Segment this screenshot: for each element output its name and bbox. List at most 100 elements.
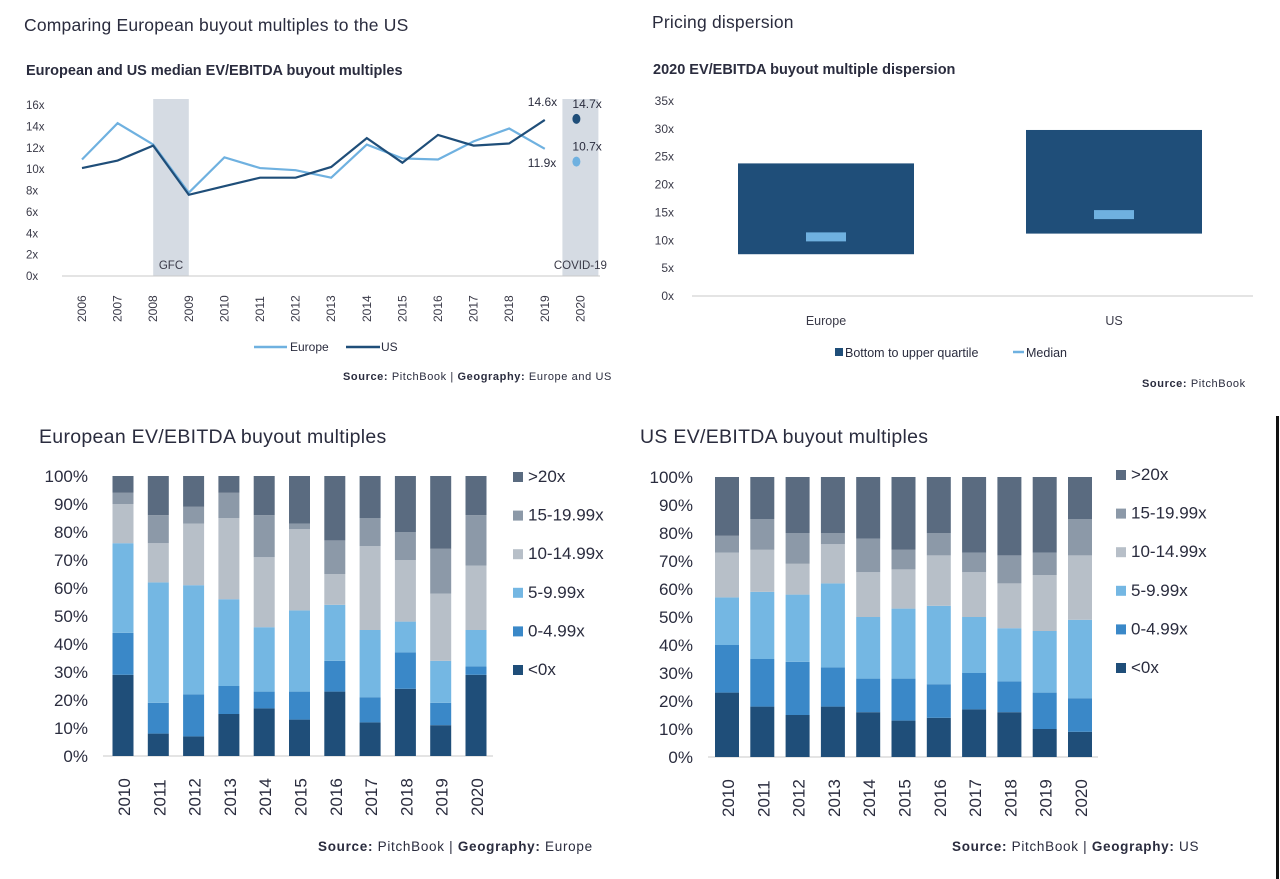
y-tick-label: 10x: [655, 233, 674, 247]
y-tick-label: 12x: [26, 143, 45, 155]
source-europe-stacked: Source: PitchBook | Geography: Europe: [318, 839, 593, 854]
legend-swatch: [513, 472, 523, 482]
x-tick-label: 2014: [860, 779, 879, 817]
bar-segment: [324, 574, 346, 605]
bar-segment: [750, 549, 775, 592]
bar-segment: [785, 661, 810, 715]
legend-label: <0x: [528, 660, 556, 679]
shaded-region-label: COVID-19: [554, 260, 607, 272]
y-tick-label: 100%: [45, 467, 88, 486]
legend-label-median: Median: [1026, 346, 1067, 360]
bar-segment: [183, 506, 205, 524]
bar-segment: [112, 632, 134, 675]
legend-swatch: [513, 665, 523, 675]
bar-segment: [218, 492, 240, 518]
legend-swatch: [513, 587, 523, 598]
bar-segment: [465, 565, 487, 630]
x-tick-label: 2016: [327, 778, 346, 816]
legend-label: <0x: [1131, 658, 1159, 677]
bar-segment: [430, 660, 452, 703]
legend-label: >20x: [528, 467, 566, 486]
bar-segment: [394, 532, 416, 560]
x-tick-label: 2011: [754, 780, 773, 817]
bar-segment: [218, 476, 240, 493]
bar-segment: [183, 476, 205, 507]
bar-segment: [359, 722, 381, 756]
bar-segment: [926, 477, 951, 533]
x-tick-label: 2016: [931, 779, 950, 817]
legend-label: 10-14.99x: [1131, 542, 1207, 561]
x-tick-label: 2010: [217, 295, 231, 322]
bar-segment: [856, 712, 881, 757]
bar-segment: [785, 477, 810, 533]
bar-segment: [997, 681, 1022, 713]
dispersion-chart: 35x 30x 25x 20x 15x 10x 5x 0x Europe US Bottom to …: [655, 94, 1253, 360]
x-tick-label: 2020: [573, 295, 587, 322]
bar-segment: [253, 691, 275, 709]
bar-segment: [856, 678, 881, 713]
y-tick-label: 80%: [659, 524, 693, 543]
bar-segment: [394, 621, 416, 653]
bar-segment: [430, 725, 452, 756]
bar-segment: [218, 686, 240, 714]
bar-segment: [926, 533, 951, 556]
panel-title-us-stacked: US EV/EBITDA buyout multiples: [640, 426, 929, 448]
legend-swatch: [513, 549, 523, 560]
bar-segment: [1032, 692, 1057, 729]
bar-segment: [394, 688, 416, 756]
legend-label: 5-9.99x: [1131, 581, 1188, 600]
bar-segment: [359, 476, 381, 518]
x-tick-label: 2011: [150, 779, 169, 816]
point-2020-us: [572, 113, 581, 124]
bar-segment: [430, 476, 452, 549]
legend-swatch: [513, 510, 523, 521]
y-tick-label: 25x: [655, 150, 674, 164]
bar-segment: [147, 476, 169, 516]
bar-segment: [926, 555, 951, 606]
x-tick-label: 2009: [182, 295, 196, 322]
bar-segment: [926, 605, 951, 685]
bar-segment: [962, 477, 987, 553]
right-edge-divider: [1276, 416, 1279, 879]
series-line-us: [81, 119, 546, 197]
panel-title-dispersion: Pricing dispersion: [652, 12, 794, 32]
bar-segment: [785, 594, 810, 662]
legend-swatch: [1116, 663, 1126, 673]
y-tick-label: 10%: [54, 719, 88, 738]
bar-segment: [253, 708, 275, 756]
bar-segment: [962, 572, 987, 617]
line-chart: GFC COVID-19 16x 14x 12x 10x 8x 6x 4x 2x 0x 2006 200…: [26, 95, 607, 354]
bar-segment: [820, 583, 845, 668]
shaded-region-label: GFC: [159, 260, 183, 272]
bar-segment: [1032, 729, 1057, 757]
bar-segment: [1032, 477, 1057, 553]
legend-label: >20x: [1131, 465, 1169, 484]
bar-segment: [465, 476, 487, 516]
x-tick-label: 2014: [360, 295, 374, 322]
median-marker-europe: [806, 232, 846, 242]
y-tick-label: 6x: [26, 207, 38, 219]
x-tick-label: 2014: [256, 778, 275, 816]
line-chart-title: European and US median EV/EBITDA buyout …: [26, 63, 403, 79]
point-label: 10.7x: [572, 140, 601, 154]
panel-title-comparison: Comparing European buyout multiples to t…: [24, 15, 409, 35]
y-tick-label: 0x: [26, 271, 38, 283]
source-us-stacked: Source: PitchBook | Geography: US: [952, 839, 1200, 854]
bar-segment: [218, 518, 240, 600]
bar-segment: [997, 628, 1022, 682]
x-tick-label: 2013: [825, 779, 844, 817]
legend-swatch: [1116, 508, 1126, 519]
bar-segment: [324, 604, 346, 661]
bar-segment: [430, 593, 452, 661]
bar-segment: [147, 543, 169, 583]
x-tick-label: 2020: [1072, 779, 1091, 817]
bar-segment: [997, 477, 1022, 556]
dispersion-chart-title: 2020 EV/EBITDA buyout multiple dispersio…: [653, 62, 956, 78]
legend-swatch-quartile: [835, 348, 843, 356]
bar-segment: [715, 692, 739, 757]
x-tick-label: 2019: [538, 295, 552, 322]
bar-segment: [785, 533, 810, 564]
bar-segment: [1068, 619, 1092, 699]
bar-segment: [359, 518, 381, 546]
bar-segment: [820, 477, 845, 533]
